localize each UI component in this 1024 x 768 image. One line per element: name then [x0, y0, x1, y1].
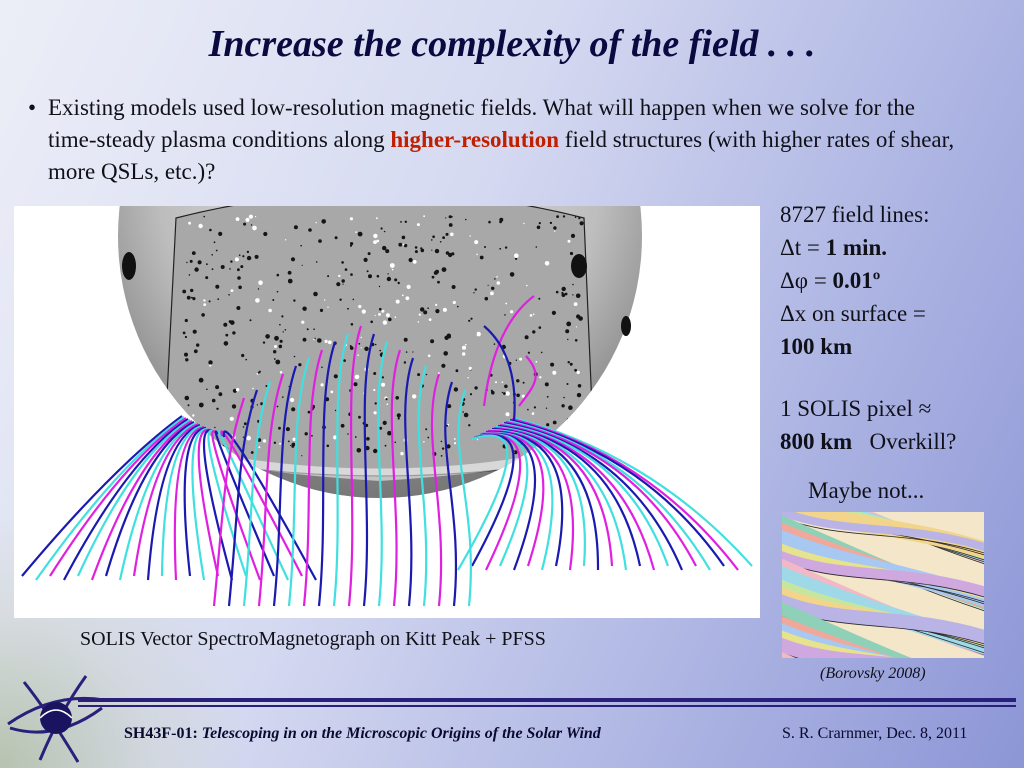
footer-author-date: S. R. Crarnmer, Dec. 8, 2011	[782, 725, 968, 742]
sun-field-figure	[14, 206, 760, 618]
magnetogram-specks	[182, 214, 585, 457]
field-lines	[21, 295, 753, 607]
footer-talk-info: SH43F-01: Telescoping in on the Microsco…	[124, 725, 601, 743]
delta-t-value: 1 min.	[825, 235, 887, 260]
solis-pixel-note: 1 SOLIS pixel ≈ 800 km Overkill?	[780, 392, 956, 458]
resolution-stats: 8727 field lines: Δt = 1 min. Δφ = 0.01º…	[780, 198, 929, 363]
delta-t-row: Δt = 1 min.	[780, 231, 929, 264]
solis-pixel-label: 1 SOLIS pixel ≈	[780, 396, 932, 421]
bullet-marker: •	[28, 95, 37, 120]
delta-phi-label: Δφ =	[780, 268, 833, 293]
footer-code: SH43F-01:	[124, 725, 198, 742]
borovsky-flux-tubes	[782, 512, 984, 658]
delta-x-label: Δx on surface =	[780, 301, 926, 326]
delta-x-value: 100 km	[780, 334, 853, 359]
maybe-not-text: Maybe not...	[808, 478, 925, 503]
sun-field-image	[21, 206, 753, 607]
delta-phi-value: 0.01º	[832, 268, 881, 293]
bullet-text: Existing models used low-resolution magn…	[48, 92, 958, 188]
figure-caption: SOLIS Vector SpectroMagnetograph on Kitt…	[80, 628, 546, 650]
footer-rule-thin	[78, 705, 1016, 707]
borovsky-flux-tube-image	[782, 512, 984, 658]
slide-title: Increase the complexity of the field . .…	[208, 23, 816, 65]
delta-phi-row: Δφ = 0.01º	[780, 264, 929, 297]
footer-rule-thick	[78, 698, 1016, 702]
field-lines-count: 8727 field lines:	[780, 202, 930, 227]
bullet-text-part1: Existing models used low-resolution magn…	[48, 95, 916, 152]
footer-talk-title: Telescoping in on the Microscopic Origin…	[201, 725, 601, 742]
bullet-text-part2: field structures (with higher rates of s…	[48, 127, 955, 184]
delta-t-label: Δt =	[780, 235, 826, 260]
borovsky-caption: (Borovsky 2008)	[820, 665, 926, 682]
solis-pixel-row: 800 km Overkill?	[780, 425, 956, 458]
solis-pixel-comment: Overkill?	[869, 429, 957, 454]
sun-logo-icon	[7, 675, 105, 763]
bullet-point: • Existing models used low-resolution ma…	[28, 92, 958, 188]
bullet-highlight: higher-resolution	[390, 127, 560, 152]
solis-pixel-value: 800 km	[780, 429, 853, 454]
